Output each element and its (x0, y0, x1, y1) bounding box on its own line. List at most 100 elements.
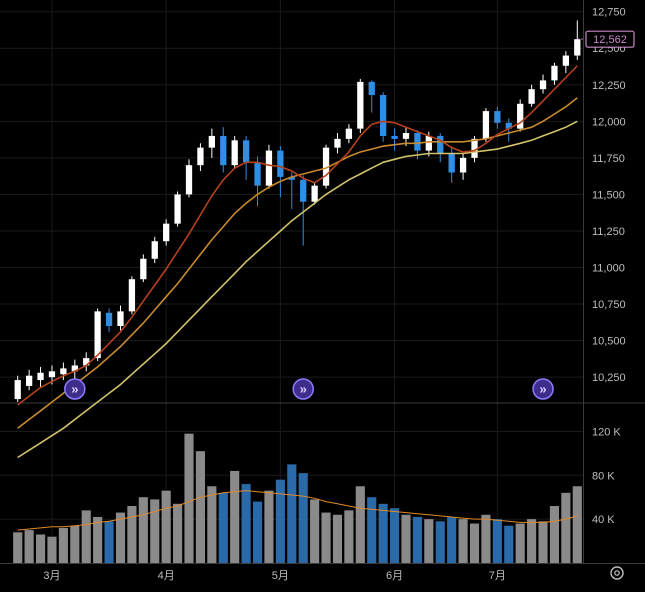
event-marker[interactable]: » (64, 378, 86, 400)
volume-bar[interactable] (492, 519, 502, 563)
volume-bar[interactable] (287, 464, 297, 563)
volume-bar[interactable] (47, 536, 57, 563)
volume-bar[interactable] (378, 503, 388, 563)
volume-bar[interactable] (447, 516, 457, 563)
candle-body[interactable] (437, 135, 444, 154)
candle-body[interactable] (482, 111, 490, 139)
candle-body[interactable] (448, 153, 455, 173)
volume-bar[interactable] (355, 486, 365, 563)
candle-body[interactable] (37, 372, 44, 381)
candle-body[interactable] (174, 194, 181, 224)
volume-bar[interactable] (515, 523, 525, 563)
gear-icon[interactable] (610, 566, 624, 580)
volume-bar[interactable] (458, 519, 468, 563)
volume-bar[interactable] (70, 525, 80, 563)
volume-bar[interactable] (218, 492, 228, 563)
volume-bar[interactable] (561, 492, 571, 563)
candle-body[interactable] (300, 179, 307, 202)
volume-bar[interactable] (310, 499, 320, 563)
volume-bar[interactable] (93, 516, 103, 563)
event-marker[interactable]: » (292, 378, 314, 400)
candle-body[interactable] (380, 95, 387, 136)
volume-bar[interactable] (24, 530, 34, 563)
candle-body[interactable] (402, 133, 410, 139)
candle-body[interactable] (551, 65, 558, 81)
candle-body[interactable] (277, 150, 284, 177)
volume-bar[interactable] (481, 514, 491, 563)
candle-body[interactable] (574, 39, 581, 56)
volume-bars[interactable] (13, 433, 582, 563)
candle-body[interactable] (345, 128, 353, 139)
volume-bar[interactable] (13, 532, 23, 563)
volume-bar[interactable] (138, 497, 148, 563)
volume-bar[interactable] (104, 521, 114, 563)
candle-body[interactable] (505, 122, 512, 129)
volume-bar[interactable] (549, 505, 560, 563)
volume-bar[interactable] (504, 525, 514, 563)
volume-bar[interactable] (81, 510, 91, 563)
candle-body[interactable] (471, 138, 478, 158)
volume-bar[interactable] (401, 514, 411, 563)
volume-bar[interactable] (332, 514, 343, 563)
volume-bar[interactable] (572, 486, 582, 563)
volume-bar[interactable] (230, 470, 240, 563)
volume-bar[interactable] (35, 534, 46, 563)
candle-body[interactable] (459, 157, 467, 173)
candle-body[interactable] (197, 147, 204, 166)
volume-bar[interactable] (275, 479, 285, 563)
candle-body[interactable] (140, 258, 147, 280)
candle-body[interactable] (414, 133, 421, 151)
candle-body[interactable] (231, 140, 238, 166)
candle-body[interactable] (528, 89, 535, 104)
candle-body[interactable] (94, 311, 101, 359)
volume-bar[interactable] (367, 497, 377, 563)
candle-body[interactable] (357, 81, 364, 129)
candle-body[interactable] (425, 135, 432, 151)
volume-bar[interactable] (150, 499, 160, 563)
volume-bar[interactable] (115, 512, 126, 563)
candle-body[interactable] (334, 138, 341, 148)
volume-bar[interactable] (435, 521, 445, 563)
candle-body[interactable] (25, 375, 33, 386)
volume-bar[interactable] (184, 433, 194, 563)
candle-body[interactable] (562, 55, 570, 66)
volume-bar[interactable] (127, 505, 137, 563)
candle-body[interactable] (254, 162, 261, 186)
volume-bar[interactable] (538, 521, 548, 563)
candle-body[interactable] (322, 147, 330, 186)
candle-body[interactable] (265, 150, 273, 186)
volume-bar[interactable] (527, 519, 537, 563)
volume-bar[interactable] (173, 503, 183, 563)
candle-body[interactable] (368, 81, 375, 96)
candle-body[interactable] (48, 371, 56, 378)
volume-bar[interactable] (390, 508, 400, 563)
volume-bar[interactable] (469, 523, 480, 563)
candle-body[interactable] (14, 380, 21, 400)
candle-body[interactable] (163, 223, 170, 242)
candle-body[interactable] (288, 176, 295, 180)
volume-bar[interactable] (195, 451, 205, 563)
candle-body[interactable] (60, 368, 67, 375)
volume-bar[interactable] (241, 484, 251, 563)
candle-body[interactable] (117, 311, 124, 326)
candle-body[interactable] (311, 185, 318, 202)
volume-bar[interactable] (412, 516, 422, 563)
volume-bar[interactable] (321, 512, 331, 563)
volume-bar[interactable] (207, 486, 217, 563)
candle-body[interactable] (71, 365, 78, 372)
candle-body[interactable] (185, 165, 193, 195)
candle-body[interactable] (83, 358, 90, 366)
volume-bar[interactable] (424, 519, 434, 563)
candle-body[interactable] (494, 111, 501, 123)
event-markers[interactable]: » » » (64, 378, 554, 400)
volume-bar[interactable] (264, 490, 274, 563)
volume-bar[interactable] (161, 490, 171, 563)
candle-body[interactable] (242, 140, 250, 163)
candle-body[interactable] (208, 135, 215, 148)
volume-bar[interactable] (58, 527, 68, 563)
candles-layer[interactable] (14, 20, 581, 402)
candle-body[interactable] (539, 80, 547, 90)
candle-body[interactable] (220, 135, 227, 166)
candle-body[interactable] (105, 312, 113, 326)
